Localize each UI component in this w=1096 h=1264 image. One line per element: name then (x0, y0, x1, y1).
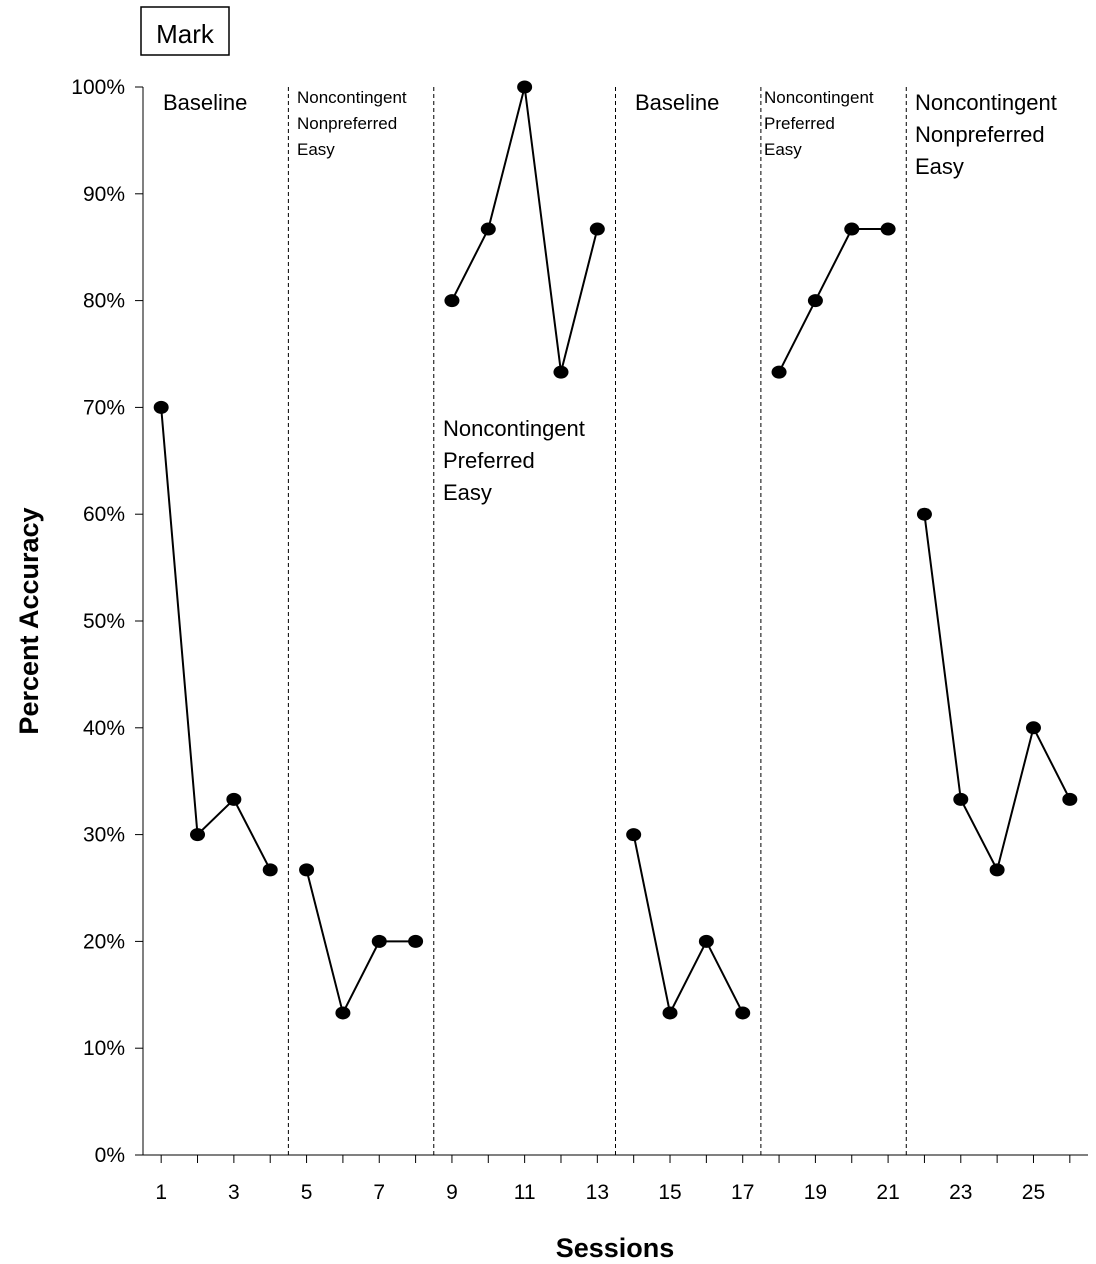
data-point (589, 222, 605, 236)
data-point (953, 792, 969, 806)
data-point (262, 863, 278, 877)
y-tick-label: 80% (83, 290, 125, 313)
phase-label-line: Easy (915, 154, 964, 179)
phase-label-line: Noncontingent (764, 88, 874, 107)
data-series (153, 80, 1078, 1020)
phase-label-line: Easy (764, 140, 802, 159)
phase-series-line (778, 228, 889, 373)
phase-label-line: Nonpreferred (297, 114, 397, 133)
x-tick-label: 11 (514, 1181, 536, 1204)
x-tick-label: 13 (586, 1181, 609, 1204)
x-tick-label: 9 (446, 1181, 458, 1204)
phase-change-lines (287, 87, 907, 1155)
y-tick-label: 70% (83, 396, 125, 419)
data-point (807, 294, 823, 308)
y-tick-label: 20% (83, 930, 125, 953)
phase-series-line (923, 514, 1071, 873)
phase-label-line: Preferred (443, 448, 535, 473)
phase-labels: Baseline Noncontingent Nonpreferred Easy Non… (163, 88, 1057, 505)
y-tick-label: 50% (83, 610, 125, 633)
x-tick-label: 25 (1022, 1181, 1045, 1204)
data-point (1025, 721, 1041, 735)
subject-label: Mark (156, 19, 215, 49)
subject-label-frame (140, 6, 230, 56)
phase-label-line: Baseline (163, 90, 247, 115)
phase-series-line (305, 869, 416, 1016)
phase-label-line: Easy (297, 140, 335, 159)
x-tick-label: 5 (301, 1181, 313, 1204)
data-point (480, 222, 496, 236)
x-axis-title: Sessions (556, 1233, 675, 1263)
phase-series-line (160, 407, 272, 871)
y-tick-label: 0% (95, 1144, 125, 1167)
x-axis-ticks: 1 3 5 7 9 11 13 15 17 19 21 23 25 (155, 1155, 1071, 1204)
x-tick-label: 19 (804, 1181, 827, 1204)
data-point (626, 828, 642, 842)
phase-series-line (632, 834, 744, 1016)
phase-label-line: Noncontingent (443, 416, 585, 441)
data-point (517, 80, 533, 94)
data-point (371, 934, 387, 948)
x-tick-label: 3 (228, 1181, 240, 1204)
data-point (989, 863, 1005, 877)
x-tick-label: 17 (731, 1181, 754, 1204)
data-point (698, 934, 714, 948)
y-tick-label: 60% (83, 503, 125, 526)
phase-label-line: Easy (443, 480, 492, 505)
data-point (844, 222, 860, 236)
y-tick-label: 10% (83, 1037, 125, 1060)
x-tick-label: 15 (658, 1181, 681, 1204)
y-axis-title: Percent Accuracy (14, 507, 44, 734)
data-point (190, 828, 206, 842)
data-point (916, 507, 932, 521)
x-tick-label: 7 (373, 1181, 385, 1204)
subject-label-box: Mark (140, 6, 230, 56)
y-tick-label: 100% (71, 76, 125, 99)
data-point (735, 1006, 751, 1020)
phase-label-line: Preferred (764, 114, 835, 133)
y-tick-label: 40% (83, 717, 125, 740)
data-point (662, 1006, 678, 1020)
data-point (1062, 792, 1078, 806)
x-tick-label: 23 (949, 1181, 972, 1204)
data-point (408, 934, 424, 948)
data-point (153, 400, 169, 414)
phase-label-line: Baseline (635, 90, 719, 115)
x-tick-label: 1 (155, 1181, 167, 1204)
data-point (299, 863, 315, 877)
x-tick-label: 21 (876, 1181, 899, 1204)
y-tick-label: 90% (83, 183, 125, 206)
phase-label-line: Nonpreferred (915, 122, 1045, 147)
phase-label-line: Noncontingent (297, 88, 407, 107)
data-point (226, 792, 242, 806)
phase-series-line (451, 86, 599, 373)
data-point (771, 365, 787, 379)
data-point (444, 294, 460, 308)
y-axis-ticks: 0% 10% 20% 30% 40% 50% 60% 70% 80% 90% 100% (71, 76, 143, 1167)
phase-label-line: Noncontingent (915, 90, 1057, 115)
data-point (553, 365, 569, 379)
y-tick-label: 30% (83, 824, 125, 847)
data-point (880, 222, 896, 236)
data-point (335, 1006, 351, 1020)
